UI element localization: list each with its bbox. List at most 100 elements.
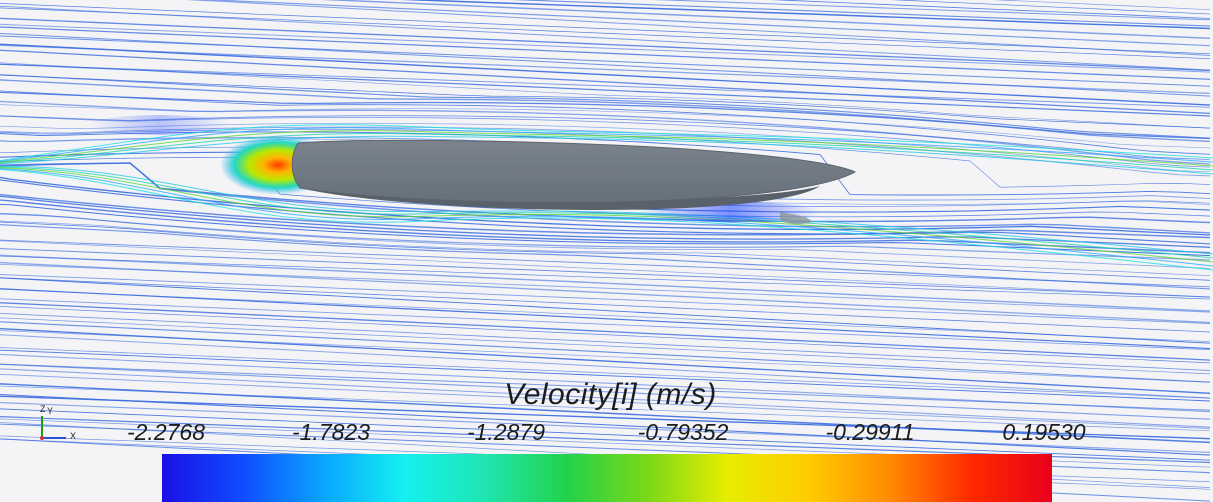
streamline — [0, 212, 1211, 269]
near-hull-streamline — [0, 166, 1213, 259]
streamline — [0, 321, 1211, 383]
streamline — [399, 0, 1211, 30]
streamline — [0, 363, 1211, 411]
streamline — [0, 240, 1211, 298]
triad-z-label: Z — [40, 404, 46, 414]
streamline — [0, 347, 1211, 399]
streamline — [0, 63, 1211, 108]
streamline — [0, 330, 1211, 383]
streamline — [0, 395, 1211, 440]
streamline — [0, 328, 1211, 394]
streamline — [0, 248, 1211, 298]
streamline — [0, 221, 1211, 281]
streamline — [0, 74, 1211, 129]
streamline — [202, 0, 1211, 47]
hull-deck — [291, 139, 857, 204]
streamline — [0, 317, 1211, 375]
velocity-colorbar — [162, 454, 1052, 502]
streamline — [0, 162, 1211, 234]
streamline — [0, 91, 1211, 140]
colorbar-tick-label: -0.29911 — [825, 419, 915, 445]
streamline — [320, 0, 1211, 40]
hull-body[interactable] — [291, 139, 857, 225]
streamline — [0, 312, 1211, 371]
streamline — [0, 408, 1211, 461]
colorbar-tick-label: 0.19530 — [1002, 419, 1086, 445]
near-hull-streamline — [0, 130, 1213, 167]
streamline — [0, 277, 1211, 344]
near-hull-streamline — [0, 132, 1213, 171]
streamline — [0, 368, 1211, 428]
triad-x-label: X — [70, 431, 77, 441]
streamline — [186, 0, 1211, 56]
colorbar-tick-label: -1.7823 — [291, 419, 370, 445]
streamline — [0, 213, 1211, 261]
streamline — [0, 62, 1211, 129]
streamline — [0, 176, 1211, 236]
streamline — [0, 224, 1211, 290]
streamline — [0, 349, 1211, 402]
streamline — [0, 43, 1211, 106]
hull-side — [300, 186, 820, 210]
streamline — [0, 401, 1211, 453]
streamline — [0, 298, 1211, 351]
streamline — [0, 193, 1211, 239]
upstream-low-velocity-zone — [90, 115, 230, 135]
streamline — [0, 26, 1211, 80]
streamline — [0, 90, 1211, 155]
streamline — [0, 393, 1211, 456]
near-hull-streamline — [0, 124, 1213, 162]
streamline — [0, 23, 1211, 73]
streamline — [0, 74, 1211, 139]
colorbar-tick-label: -1.2879 — [466, 419, 545, 445]
rudder-fin — [780, 212, 812, 225]
colorbar-tick-label: -2.2768 — [126, 419, 205, 445]
streamline — [0, 3, 1211, 55]
streamline — [0, 203, 1211, 257]
streamline — [0, 288, 1211, 350]
streamline — [0, 254, 1211, 312]
streamline — [0, 49, 1211, 115]
streamline — [0, 288, 1211, 342]
axes-triad-icon: Z Y X — [34, 404, 84, 444]
streamline — [0, 35, 1211, 87]
streamline — [0, 5, 1211, 71]
streamline — [0, 373, 1211, 430]
near-hull-streamline — [0, 168, 1213, 267]
streamline — [0, 239, 1211, 288]
streamline — [0, 199, 1211, 254]
streamline — [0, 261, 1211, 324]
streamline — [0, 302, 1211, 361]
streamline — [0, 306, 1211, 364]
streamline — [0, 363, 1211, 420]
colorbar-title: Velocity[i] (m/s) — [504, 378, 717, 411]
streamline — [890, 0, 1211, 15]
streamline — [0, 63, 1211, 117]
z-axis-dot — [40, 436, 44, 440]
streamline — [511, 0, 1211, 27]
near-hull-streamline — [0, 167, 1213, 263]
streamline — [652, 0, 1211, 21]
streamline — [992, 0, 1211, 11]
streamline — [0, 277, 1211, 333]
streamline — [770, 0, 1211, 19]
streamline — [0, 17, 1211, 72]
streamline — [0, 7, 1211, 60]
streamline — [0, 255, 1211, 300]
near-hull-streamline — [0, 127, 1213, 163]
streamline — [0, 220, 1211, 277]
streamline — [0, 100, 1211, 165]
streamline — [0, 383, 1211, 444]
streamline — [0, 179, 1211, 245]
colorbar-tick-label: -0.79352 — [637, 419, 729, 445]
triad-y-label: Y — [47, 406, 54, 416]
streamline — [0, 156, 1211, 218]
streamline — [0, 334, 1211, 399]
near-hull-streamline — [0, 168, 1213, 271]
near-hull-streamline — [0, 165, 1213, 255]
near-hull-streamline — [0, 135, 1213, 175]
streamline — [0, 44, 1211, 95]
